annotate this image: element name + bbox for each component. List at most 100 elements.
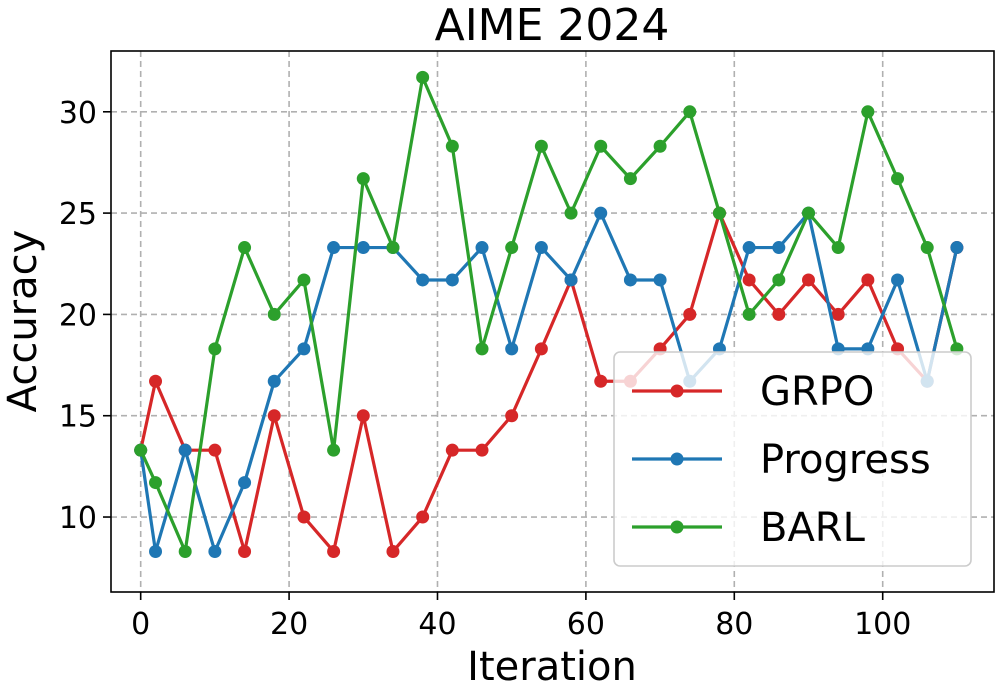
data-point-progress <box>564 273 578 287</box>
x-tick-label: 100 <box>854 607 911 642</box>
data-point-barl <box>134 443 148 457</box>
data-point-grpo <box>683 307 697 321</box>
data-point-progress <box>208 544 222 558</box>
data-point-grpo <box>742 273 756 287</box>
data-point-grpo <box>772 307 786 321</box>
data-point-barl <box>564 206 578 220</box>
data-point-grpo <box>505 409 519 423</box>
data-point-progress <box>623 273 637 287</box>
data-point-progress <box>891 273 905 287</box>
data-point-grpo <box>149 374 163 388</box>
data-point-barl <box>712 206 726 220</box>
legend-label-progress: Progress <box>760 437 931 483</box>
legend-label-barl: BARL <box>760 505 866 551</box>
data-point-progress <box>594 206 608 220</box>
data-point-progress <box>772 241 786 255</box>
data-point-barl <box>445 139 459 153</box>
data-point-barl <box>683 105 697 119</box>
data-point-progress <box>416 273 430 287</box>
legend-item-grpo: GRPO <box>632 369 874 415</box>
data-point-progress <box>534 241 548 255</box>
data-point-progress <box>475 241 489 255</box>
data-point-grpo <box>801 273 815 287</box>
data-point-barl <box>534 139 548 153</box>
data-point-barl <box>356 172 370 186</box>
data-point-progress <box>742 241 756 255</box>
data-point-grpo <box>327 544 341 558</box>
data-point-grpo <box>297 510 311 524</box>
data-point-grpo <box>594 374 608 388</box>
data-point-barl <box>594 139 608 153</box>
data-point-progress <box>505 342 519 356</box>
data-point-progress <box>297 342 311 356</box>
series-layer <box>134 70 964 558</box>
data-point-barl <box>208 342 222 356</box>
data-point-barl <box>891 172 905 186</box>
legend-item-barl: BARL <box>632 505 866 551</box>
data-point-grpo <box>861 273 875 287</box>
data-point-barl <box>861 105 875 119</box>
data-point-progress <box>267 374 281 388</box>
data-point-barl <box>831 241 845 255</box>
y-tick-label: 25 <box>59 197 97 232</box>
data-point-grpo <box>445 443 459 457</box>
data-point-progress <box>356 241 370 255</box>
data-point-grpo <box>831 307 845 321</box>
data-point-grpo <box>475 443 489 457</box>
data-point-grpo <box>356 409 370 423</box>
data-point-barl <box>623 172 637 186</box>
legend: GRPO Progress BARL <box>613 351 972 567</box>
data-point-grpo <box>386 544 400 558</box>
data-point-barl <box>653 139 667 153</box>
x-tick-label: 20 <box>270 607 308 642</box>
legend-box <box>613 351 972 567</box>
data-point-progress <box>445 273 459 287</box>
data-point-progress <box>149 544 163 558</box>
data-point-barl <box>178 544 192 558</box>
y-tick-label: 30 <box>59 96 97 131</box>
data-point-barl <box>267 307 281 321</box>
legend-item-progress: Progress <box>632 437 931 483</box>
x-tick-label: 40 <box>418 607 456 642</box>
legend-marker-progress <box>670 452 684 466</box>
plot-frame <box>110 50 995 593</box>
data-point-grpo <box>416 510 430 524</box>
y-axis-label: Accuracy <box>0 230 46 413</box>
data-point-barl <box>505 241 519 255</box>
data-point-progress <box>950 241 964 255</box>
data-point-barl <box>149 476 163 490</box>
data-point-barl <box>772 273 786 287</box>
y-tick-label: 15 <box>59 400 97 435</box>
series-barl <box>134 70 964 558</box>
data-point-grpo <box>534 342 548 356</box>
x-axis-label: Iteration <box>467 644 637 686</box>
legend-marker-barl <box>670 520 684 534</box>
data-point-progress <box>178 443 192 457</box>
data-point-barl <box>327 443 341 457</box>
data-point-grpo <box>238 544 252 558</box>
x-axis: 0 20 40 60 80 100 <box>131 592 911 642</box>
data-point-barl <box>801 206 815 220</box>
data-point-barl <box>238 241 252 255</box>
y-tick-label: 20 <box>59 298 97 333</box>
legend-label-grpo: GRPO <box>760 369 874 415</box>
data-point-progress <box>327 241 341 255</box>
y-tick-label: 10 <box>59 501 97 536</box>
data-point-barl <box>386 241 400 255</box>
data-point-barl <box>742 307 756 321</box>
data-point-barl <box>416 70 430 84</box>
x-tick-label: 80 <box>715 607 753 642</box>
y-axis: 10 15 20 25 30 <box>59 96 111 536</box>
x-tick-label: 0 <box>131 607 150 642</box>
x-tick-label: 60 <box>567 607 605 642</box>
data-point-barl <box>475 342 489 356</box>
data-point-barl <box>297 273 311 287</box>
data-point-barl <box>920 241 934 255</box>
chart-title: AIME 2024 <box>435 0 670 51</box>
data-point-grpo <box>208 443 222 457</box>
data-point-grpo <box>267 409 281 423</box>
legend-marker-grpo <box>670 384 684 398</box>
data-point-progress <box>238 476 252 490</box>
data-point-progress <box>653 273 667 287</box>
